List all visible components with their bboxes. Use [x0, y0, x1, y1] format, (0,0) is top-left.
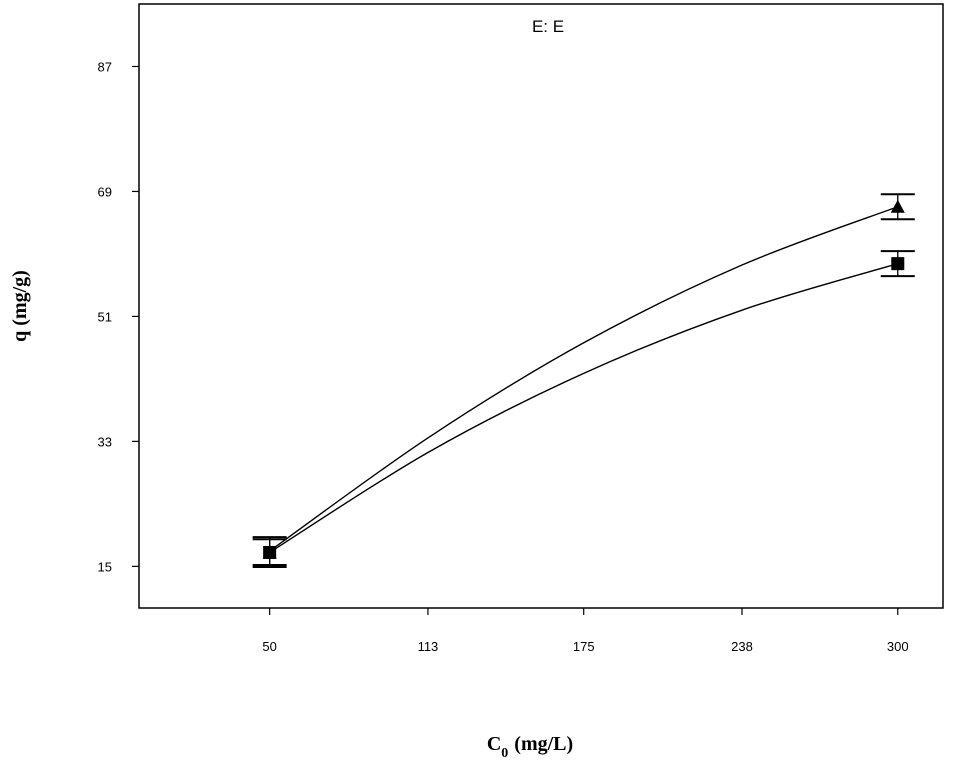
- series-line-1: [269, 206, 899, 552]
- y-tick-label: 33: [98, 434, 112, 449]
- x-tick-label: 238: [731, 639, 753, 654]
- data-point-square: [891, 257, 905, 271]
- y-axis: 15 33 51 69 87: [98, 59, 139, 574]
- y-axis-label: q (mg/g): [9, 270, 31, 342]
- x-axis-label: C0 (mg/L): [487, 733, 573, 761]
- x-tick-label: 300: [887, 639, 909, 654]
- x-axis-label-subscript: 0: [501, 746, 508, 761]
- x-axis: 50 113 175 238 300: [262, 608, 909, 654]
- x-tick-label: 50: [262, 639, 276, 654]
- chart-title: E: E: [532, 17, 564, 36]
- x-tick-label: 113: [418, 639, 439, 654]
- y-tick-label: 51: [98, 309, 112, 324]
- x-axis-label-units: (mg/L): [514, 733, 573, 755]
- x-tick-label: 175: [573, 639, 595, 654]
- data-point-square: [263, 545, 277, 559]
- series-layer: [252, 193, 915, 569]
- y-tick-label: 87: [98, 59, 112, 74]
- series-line-2: [269, 262, 898, 554]
- data-point-triangle: [890, 199, 905, 213]
- y-tick-label: 15: [98, 559, 112, 574]
- y-tick-label: 69: [98, 184, 112, 199]
- x-axis-label-main: C: [487, 733, 501, 755]
- plot-frame: [138, 3, 944, 609]
